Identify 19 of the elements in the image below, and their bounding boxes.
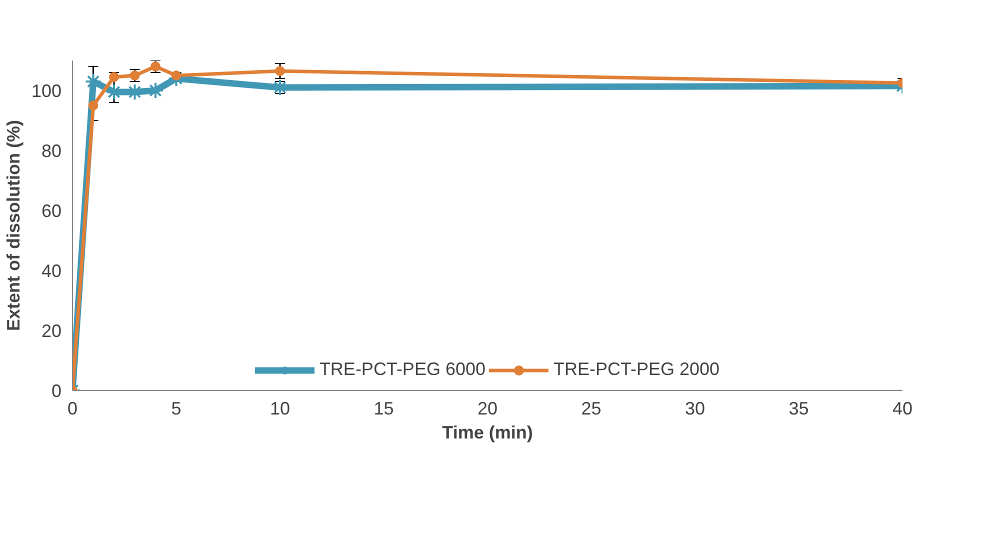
x-tick-label: 20 bbox=[477, 398, 498, 418]
y-tick-label: 60 bbox=[41, 201, 62, 221]
x-tick-label: 30 bbox=[684, 398, 706, 418]
x-tick-label: 40 bbox=[892, 398, 913, 418]
y-tick-label: 40 bbox=[41, 261, 62, 281]
y-tick-label: 80 bbox=[41, 141, 62, 161]
x-axis-title: Time (min) bbox=[442, 422, 533, 442]
x-tick-label: 10 bbox=[270, 398, 290, 418]
x-tick-label: 15 bbox=[374, 398, 394, 418]
y-axis-title: Extent of dissolution (%) bbox=[3, 120, 24, 331]
x-tick-label: 5 bbox=[171, 398, 182, 418]
x-tick-label: 25 bbox=[581, 398, 602, 418]
legend-label: TRE-PCT-PEG 6000 bbox=[319, 359, 486, 380]
y-tick-label: 100 bbox=[31, 81, 62, 101]
x-tick-label: 35 bbox=[788, 398, 809, 418]
y-tick-label: 0 bbox=[51, 381, 62, 401]
y-tick-label: 20 bbox=[41, 321, 62, 341]
legend-label: TRE-PCT-PEG 2000 bbox=[554, 359, 720, 380]
x-tick-label: 0 bbox=[67, 398, 78, 418]
